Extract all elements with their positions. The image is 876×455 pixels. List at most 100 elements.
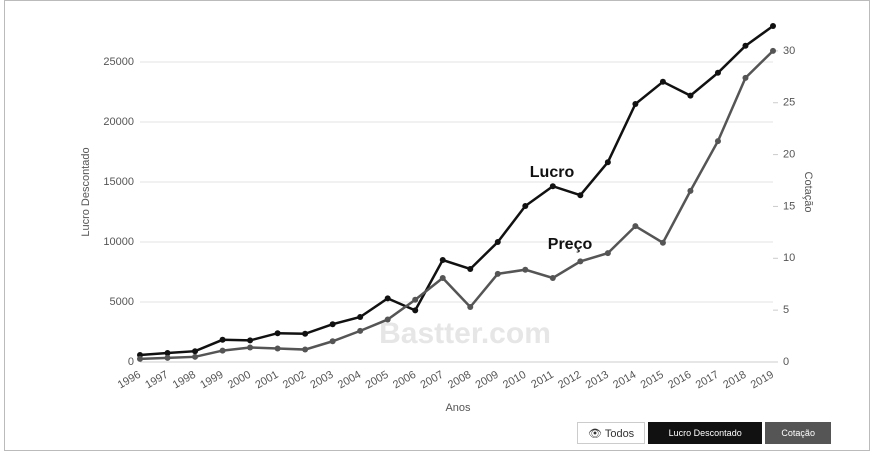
y-tick-label: 20000 — [103, 116, 134, 128]
point — [714, 69, 721, 76]
annotation: Lucro — [530, 164, 575, 181]
x-tick-label: 2010 — [501, 369, 528, 392]
point — [274, 345, 281, 352]
point — [219, 347, 226, 354]
y-tick-label: 5000 — [110, 296, 134, 308]
eye-icon: 👁 — [588, 428, 605, 440]
point — [467, 304, 474, 311]
x-tick-label: 2011 — [529, 369, 555, 391]
point — [329, 321, 336, 328]
point — [247, 344, 254, 351]
point — [137, 355, 143, 362]
point — [274, 330, 281, 337]
point — [302, 346, 309, 353]
frame — [4, 0, 870, 451]
x-tick-label: 1996 — [116, 369, 143, 392]
point — [439, 257, 446, 263]
x-tick-label: 2005 — [363, 369, 390, 392]
point — [494, 270, 501, 277]
y-tick-label: 0 — [128, 356, 134, 368]
point — [247, 337, 254, 344]
point — [604, 250, 611, 257]
point — [687, 187, 694, 194]
point — [329, 338, 336, 345]
legend-button[interactable]: Lucro Descontado — [648, 422, 763, 444]
point — [549, 275, 556, 281]
point — [742, 42, 749, 49]
y2-tick-label: 10 — [783, 252, 795, 264]
y2-tick-label: 25 — [783, 97, 795, 109]
legend: 👁 Todos Lucro Descontado Cotação — [577, 422, 832, 444]
all-button[interactable]: 👁 Todos — [577, 422, 646, 444]
x-tick-label: 1999 — [198, 369, 225, 392]
point — [770, 47, 776, 54]
y2-tick-label: 5 — [783, 304, 789, 316]
y-tick-label: 15000 — [103, 176, 134, 188]
point — [659, 239, 666, 246]
x-tick-label: 2000 — [226, 369, 253, 392]
x-tick-label: 2019 — [749, 369, 776, 392]
chart: Bastter.com Anos Lucro Descontado Cotaçã… — [80, 23, 814, 414]
y2-tick-label: 20 — [783, 148, 795, 160]
x-tick-label: 2002 — [281, 369, 308, 392]
point — [604, 159, 611, 166]
x-tick-label: 2006 — [391, 369, 418, 392]
point — [522, 203, 529, 209]
point — [302, 330, 309, 337]
point — [384, 295, 391, 302]
point — [192, 348, 199, 355]
point — [494, 239, 501, 245]
point — [632, 101, 639, 107]
point — [522, 266, 529, 273]
watermark: Bastter.com — [379, 317, 551, 350]
x-tick-label: 1998 — [171, 369, 198, 392]
x-tick-label: 2009 — [474, 369, 501, 392]
y-tick-label: 10000 — [103, 236, 134, 248]
series-line — [139, 49, 774, 361]
y2-tick-label: 0 — [783, 356, 789, 368]
point — [549, 183, 556, 190]
x-axis-label: Anos — [445, 402, 471, 414]
x-tick-label: 2017 — [694, 369, 721, 392]
x-tick-label: 2016 — [666, 369, 693, 392]
point — [357, 327, 364, 334]
x-tick-label: 2001 — [253, 369, 280, 392]
point — [439, 275, 446, 281]
point — [192, 353, 199, 360]
series-line — [139, 24, 774, 357]
y2-axis-label: Cotação — [802, 172, 814, 213]
legend-button[interactable]: Cotação — [765, 422, 832, 444]
point — [577, 192, 584, 199]
point — [687, 92, 694, 99]
point — [659, 78, 666, 85]
point — [164, 354, 171, 361]
x-tick-label: 2003 — [308, 369, 335, 392]
x-tick-label: 1997 — [143, 369, 170, 392]
point — [632, 223, 639, 230]
point — [770, 23, 776, 29]
point — [412, 307, 419, 314]
point — [384, 316, 391, 323]
x-tick-label: 2015 — [639, 369, 666, 392]
point — [577, 258, 584, 265]
y-tick-label: 25000 — [103, 56, 134, 68]
annotation: Preço — [548, 236, 593, 253]
point — [357, 314, 364, 320]
point — [467, 266, 474, 272]
x-tick-label: 2004 — [336, 369, 363, 392]
y2-tick-label: 15 — [783, 200, 795, 212]
x-tick-label: 2007 — [418, 369, 445, 392]
all-button-label: Todos — [604, 428, 635, 440]
x-tick-label: 2008 — [446, 369, 473, 392]
x-tick-label: 2012 — [556, 369, 583, 392]
x-tick-label: 2013 — [584, 369, 611, 392]
y-axis-label: Lucro Descontado — [80, 147, 92, 236]
point — [742, 74, 749, 81]
point — [219, 336, 226, 343]
point — [164, 350, 171, 356]
x-tick-label: 2014 — [611, 369, 638, 392]
point — [412, 296, 419, 303]
y2-tick-label: 30 — [783, 45, 795, 57]
point — [714, 138, 721, 145]
